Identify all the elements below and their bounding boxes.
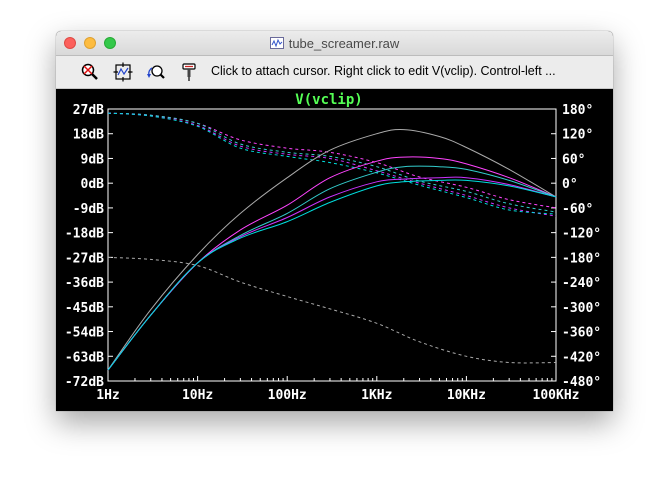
autorange-button[interactable]	[113, 62, 133, 82]
zoom-cancel-icon	[81, 63, 98, 80]
zoom-cancel-button[interactable]	[80, 62, 100, 82]
phase-series-line-3	[107, 112, 557, 213]
undo-zoom-button[interactable]	[146, 62, 166, 82]
phase-series-line-2	[107, 112, 557, 209]
bode-plot[interactable]: 27dB 18dB 9dB 0dB -9dB -18dB -27dB -36dB -45dB -5…	[56, 89, 613, 411]
x-axis-tick-label: 10Hz	[182, 388, 213, 403]
left-axis-tick-label: -27dB	[65, 251, 104, 266]
toolbar: Click to attach cursor. Right click to e…	[56, 56, 613, 89]
chart-title: V(vclip)	[295, 92, 362, 108]
right-axis-tick-label: 120°	[562, 128, 593, 143]
right-axis-tick-label: -60°	[562, 202, 593, 217]
right-axis-tick-label: -480°	[562, 375, 601, 390]
phase-series-line-5	[107, 112, 557, 215]
x-axis-tick-label: 100KHz	[533, 388, 580, 403]
right-axis-tick-label: 60°	[562, 152, 585, 167]
window-title-group: tube_screamer.raw	[56, 31, 613, 55]
left-axis-tick-label: -54dB	[65, 326, 104, 341]
zoom-window-button[interactable]	[104, 37, 116, 49]
left-axis-tick-label: -36dB	[65, 276, 104, 291]
phase-series-line-4	[107, 112, 557, 217]
left-axis-tick-label: -45dB	[65, 301, 104, 316]
left-axis-tick-label: -9dB	[73, 202, 104, 217]
phase-series-line-1	[107, 256, 557, 364]
x-axis-tick-label: 100Hz	[268, 388, 307, 403]
magnitude-series-line-2	[107, 156, 557, 371]
left-axis-tick-label: 0dB	[81, 177, 105, 192]
waveform-file-icon	[269, 37, 284, 49]
left-axis-tick-label: 18dB	[73, 128, 104, 143]
left-axis-tick-label: -18dB	[65, 227, 104, 242]
status-message: Click to attach cursor. Right click to e…	[211, 64, 556, 78]
left-axis-tick-label: -72dB	[65, 375, 104, 390]
autorange-icon	[113, 62, 133, 82]
magnitude-series-line-5	[107, 179, 557, 371]
x-axis-tick-label: 10KHz	[447, 388, 486, 403]
left-axis-tick-label: -63dB	[65, 350, 104, 365]
undo-zoom-icon	[147, 65, 165, 79]
left-axis-tick-label: 27dB	[73, 103, 104, 118]
bode-plot-area[interactable]: 27dB 18dB 9dB 0dB -9dB -18dB -27dB -36dB -45dB -5…	[56, 89, 613, 411]
right-axis-tick-label: -300°	[562, 301, 601, 316]
right-axis-tick-label: -120°	[562, 227, 601, 242]
magnitude-series-line-3	[107, 165, 557, 371]
waveform-viewer-window: tube_screamer.raw	[56, 31, 613, 411]
left-axis-tick-label: 9dB	[81, 152, 105, 167]
right-axis-tick-label: 0°	[562, 177, 578, 192]
right-axis-tick-label: 180°	[562, 103, 593, 118]
magnitude-series-line-1	[107, 128, 557, 371]
x-axis-tick-label: 1Hz	[96, 388, 119, 403]
minimize-window-button[interactable]	[84, 37, 96, 49]
right-axis-tick-label: -180°	[562, 251, 601, 266]
title-bar[interactable]: tube_screamer.raw	[56, 31, 613, 56]
probe-icon	[182, 63, 196, 81]
right-axis-tick-label: -360°	[562, 326, 601, 341]
magnitude-series-line-4	[107, 176, 557, 371]
probe-button[interactable]	[179, 62, 199, 82]
right-axis-tick-label: -420°	[562, 350, 601, 365]
window-title: tube_screamer.raw	[288, 35, 400, 51]
close-window-button[interactable]	[64, 37, 76, 49]
x-axis-tick-label: 1KHz	[361, 388, 392, 403]
right-axis-tick-label: -240°	[562, 276, 601, 291]
plot-frame	[107, 108, 557, 382]
